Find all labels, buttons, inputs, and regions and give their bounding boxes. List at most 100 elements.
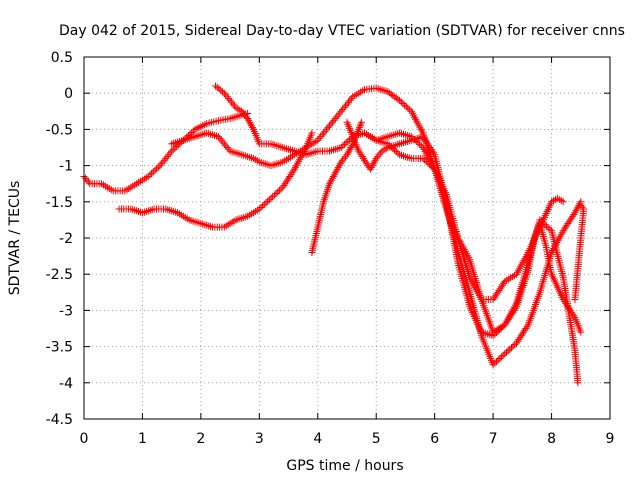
- data-point: [339, 106, 347, 113]
- data-point: [506, 345, 514, 353]
- y-tick-label: -3: [59, 303, 73, 319]
- data-point: [497, 283, 505, 291]
- data-point: [242, 113, 250, 121]
- data-point: [424, 140, 432, 148]
- data-point: [166, 149, 174, 157]
- data-point: [238, 214, 246, 222]
- data-point: [331, 115, 339, 122]
- data-point: [359, 154, 367, 162]
- data-point: [562, 223, 570, 231]
- data-point: [212, 82, 219, 90]
- data-point: [342, 139, 350, 147]
- data-point: [509, 342, 517, 350]
- data-point: [493, 290, 501, 298]
- data-point: [336, 109, 344, 117]
- data-point: [270, 191, 278, 199]
- data-point: [372, 154, 380, 162]
- data-point: [421, 156, 429, 164]
- data-point: [83, 176, 91, 184]
- data-point: [504, 347, 512, 355]
- data-point: [84, 178, 92, 186]
- data-point: [448, 223, 456, 231]
- data-point: [501, 350, 509, 358]
- data-point: [499, 281, 506, 289]
- y-tick-labels: 0.5 0 -0.5 -1 -1.5 -2 -2.5 -3 -3.5 -4 -4.5: [46, 50, 73, 428]
- data-point: [157, 160, 165, 168]
- data-point: [375, 151, 383, 159]
- data-point: [336, 160, 344, 168]
- data-point: [565, 218, 573, 226]
- data-point: [543, 222, 550, 230]
- data-point: [247, 120, 255, 128]
- data-point: [246, 118, 254, 126]
- x-tick-label: 9: [606, 431, 615, 447]
- data-point: [226, 96, 234, 104]
- data-point: [564, 220, 572, 227]
- data-point: [318, 131, 326, 139]
- data-point: [222, 91, 230, 99]
- data-point: [523, 323, 531, 331]
- data-point: [402, 103, 410, 111]
- data-point: [188, 129, 196, 136]
- data-point: [241, 111, 249, 119]
- series-track-g: [361, 129, 582, 387]
- data-point: [277, 185, 285, 193]
- x-tick-label: 4: [313, 431, 322, 447]
- data-point: [396, 129, 404, 137]
- data-point: [406, 106, 414, 114]
- series-layer: [80, 82, 588, 387]
- data-point: [573, 205, 581, 213]
- x-tick-label: 1: [138, 431, 147, 447]
- data-point: [279, 183, 287, 191]
- y-tick-label: -4: [59, 376, 73, 392]
- data-point: [404, 104, 412, 112]
- data-point: [511, 341, 519, 348]
- data-point: [563, 221, 571, 229]
- data-point: [574, 379, 582, 387]
- x-tick-label: 8: [547, 431, 556, 447]
- data-point: [370, 158, 378, 166]
- data-point: [499, 351, 507, 359]
- series-track-a: [80, 110, 252, 195]
- data-point: [566, 216, 574, 224]
- data-point: [255, 205, 263, 213]
- data-point: [362, 158, 370, 166]
- data-point: [496, 355, 504, 362]
- data-point: [329, 173, 337, 180]
- data-point: [518, 330, 526, 338]
- data-point: [333, 113, 341, 121]
- data-point: [328, 118, 336, 126]
- y-tick-label: -0.5: [46, 122, 73, 138]
- data-point: [392, 148, 400, 156]
- x-tick-label: 6: [430, 431, 439, 447]
- y-tick-label: 0: [64, 86, 73, 102]
- data-point: [308, 129, 316, 137]
- data-point: [333, 165, 341, 173]
- data-point: [396, 140, 404, 148]
- data-point: [355, 124, 363, 132]
- data-point: [346, 96, 354, 104]
- data-point: [217, 136, 225, 144]
- data-point: [489, 361, 497, 369]
- data-point: [367, 163, 375, 171]
- data-point: [133, 207, 141, 215]
- data-point: [82, 174, 89, 182]
- data-point: [344, 137, 352, 145]
- x-tick-label: 0: [80, 431, 89, 447]
- y-tick-label: -2: [59, 231, 73, 247]
- data-point: [355, 125, 363, 133]
- data-point: [428, 147, 436, 155]
- data-point: [538, 218, 545, 225]
- data-point: [356, 149, 364, 157]
- data-point: [281, 180, 289, 188]
- data-point: [265, 196, 273, 204]
- data-point: [363, 160, 371, 168]
- data-point: [491, 359, 499, 367]
- y-tick-label: -3.5: [46, 340, 73, 356]
- data-point: [517, 332, 525, 340]
- data-point: [411, 136, 419, 144]
- y-tick-label: 0.5: [51, 50, 73, 66]
- data-point: [339, 156, 347, 164]
- data-point: [321, 127, 329, 135]
- data-point: [345, 147, 353, 155]
